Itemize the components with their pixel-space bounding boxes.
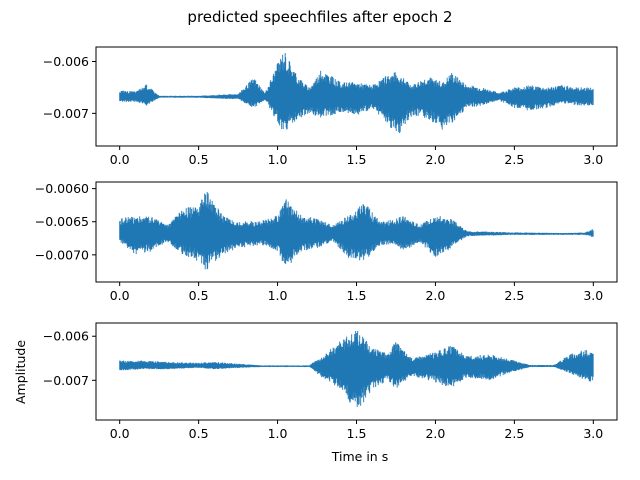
x-tick-label: 0.5 xyxy=(189,152,209,167)
y-axis-label: Amplitude xyxy=(13,340,28,404)
x-tick-label: 0.0 xyxy=(110,426,130,441)
subplot-1: 0.0 0.5 1.0 1.5 2.0 2.5 3.0 −0.006 −0.007 xyxy=(43,46,618,167)
x-tick-label: 2.0 xyxy=(425,288,445,303)
figure-title: predicted speechfiles after epoch 2 xyxy=(187,8,452,26)
y-tick-label: −0.0065 xyxy=(35,214,89,229)
x-tick-label: 0.0 xyxy=(110,288,130,303)
x-tick-label: 0.0 xyxy=(110,152,130,167)
x-tick-label: 2.0 xyxy=(425,426,445,441)
x-tick-label: 3.0 xyxy=(583,426,603,441)
waveform-line xyxy=(119,192,594,270)
y-tick-label: −0.007 xyxy=(43,373,89,388)
y-tick-label: −0.006 xyxy=(43,329,89,344)
subplot-3: 0.0 0.5 1.0 1.5 2.0 2.5 3.0 −0.006 −0.007 xyxy=(43,322,618,441)
x-tick-label: 1.5 xyxy=(347,152,367,167)
x-tick-label: 2.0 xyxy=(425,152,445,167)
subplots: 0.0 0.5 1.0 1.5 2.0 2.5 3.0 −0.006 −0.007 0.0 0.5 1… xyxy=(35,46,618,441)
x-tick-label: 3.0 xyxy=(583,288,603,303)
x-tick-label: 1.0 xyxy=(268,426,288,441)
x-axis-label: Time in s xyxy=(331,449,388,464)
x-tick-label: 0.5 xyxy=(189,288,209,303)
y-tick-label: −0.007 xyxy=(43,106,89,121)
x-tick-label: 2.5 xyxy=(504,152,524,167)
y-tick-label: −0.0070 xyxy=(35,247,89,262)
x-tick-label: 1.5 xyxy=(347,288,367,303)
waveform-line xyxy=(119,52,594,134)
y-tick-label: −0.0060 xyxy=(35,181,89,196)
waveform-line xyxy=(119,330,594,407)
x-tick-label: 1.5 xyxy=(347,426,367,441)
x-tick-label: 2.5 xyxy=(504,426,524,441)
x-tick-label: 1.0 xyxy=(268,288,288,303)
x-tick-label: 3.0 xyxy=(583,152,603,167)
x-tick-label: 0.5 xyxy=(189,426,209,441)
subplot-2: 0.0 0.5 1.0 1.5 2.0 2.5 3.0 −0.0060 −0.0065 −0.00… xyxy=(35,181,618,303)
x-tick-label: 2.5 xyxy=(504,288,524,303)
x-tick-label: 1.0 xyxy=(268,152,288,167)
y-tick-label: −0.006 xyxy=(43,54,89,69)
